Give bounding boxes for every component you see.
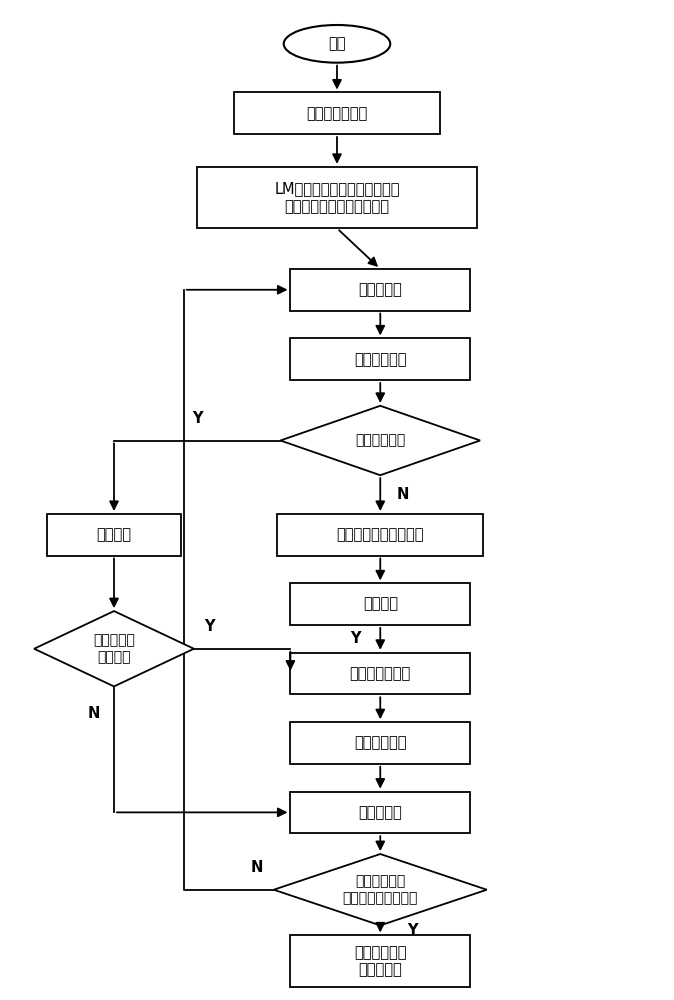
Bar — [47, 514, 181, 556]
Text: LM神经网络的均方误差函数作
为萤火虫个体的适应度函数: LM神经网络的均方误差函数作 为萤火虫个体的适应度函数 — [274, 181, 400, 214]
Text: 更新步长: 更新步长 — [363, 597, 398, 612]
Ellipse shape — [284, 25, 390, 63]
Bar — [290, 653, 470, 694]
Text: Y: Y — [192, 411, 202, 426]
Polygon shape — [34, 611, 194, 686]
Text: 更新荧光素: 更新荧光素 — [359, 282, 402, 297]
Text: N: N — [88, 706, 100, 721]
Bar — [290, 935, 470, 987]
Text: 移动后个体
位置更优: 移动后个体 位置更优 — [93, 634, 135, 664]
Text: 计算邻域集合: 计算邻域集合 — [354, 352, 406, 367]
Text: 满足终止条件
（精度或迭代次数）: 满足终止条件 （精度或迭代次数） — [342, 875, 418, 905]
Text: N: N — [397, 487, 409, 502]
Text: N: N — [251, 860, 264, 875]
Text: 更新萤火虫位置: 更新萤火虫位置 — [350, 666, 411, 681]
Text: 随机移动: 随机移动 — [96, 527, 131, 542]
Text: Y: Y — [407, 923, 417, 938]
Polygon shape — [280, 406, 480, 475]
Bar — [290, 583, 470, 625]
Text: 邻域集合为空: 邻域集合为空 — [355, 434, 405, 448]
Text: Y: Y — [350, 631, 361, 646]
Polygon shape — [274, 854, 487, 925]
Text: 输出最优网络
权值和阈值: 输出最优网络 权值和阈值 — [354, 945, 406, 977]
Bar — [290, 722, 470, 764]
Text: Y: Y — [204, 619, 214, 634]
Bar — [290, 269, 470, 311]
Bar — [234, 92, 440, 134]
Text: 开始: 开始 — [328, 36, 346, 51]
Text: 统计概率选择优秀个体: 统计概率选择优秀个体 — [336, 527, 424, 542]
Text: 计算适应度值: 计算适应度值 — [354, 735, 406, 750]
Bar — [277, 514, 483, 556]
Bar — [290, 792, 470, 833]
Text: 随机分布萤火虫: 随机分布萤火虫 — [307, 106, 367, 121]
Bar — [197, 167, 477, 228]
Bar — [290, 338, 470, 380]
Text: 更新决策域: 更新决策域 — [359, 805, 402, 820]
